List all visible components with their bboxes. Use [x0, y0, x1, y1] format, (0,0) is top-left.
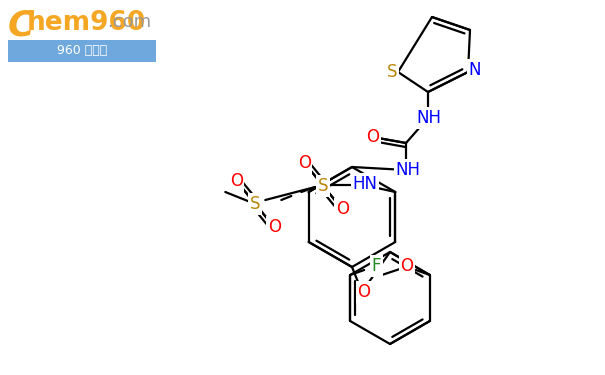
Text: S: S [318, 177, 329, 195]
Text: O: O [401, 257, 413, 275]
Text: O: O [336, 200, 349, 218]
Text: S: S [250, 195, 261, 213]
Text: 960 化工网: 960 化工网 [57, 45, 107, 57]
FancyBboxPatch shape [8, 40, 156, 62]
Text: O: O [298, 154, 311, 172]
Text: .com: .com [107, 13, 151, 31]
Text: O: O [230, 172, 243, 190]
Text: NH: NH [396, 161, 420, 179]
Text: C: C [8, 8, 34, 42]
Text: O: O [358, 283, 370, 301]
Text: N: N [469, 61, 481, 79]
Text: HN: HN [353, 175, 378, 193]
Text: NH: NH [416, 109, 442, 127]
Text: O: O [367, 128, 379, 146]
Text: O: O [268, 218, 281, 236]
Text: S: S [387, 63, 397, 81]
Text: F: F [371, 257, 381, 275]
Text: hem960: hem960 [27, 10, 146, 36]
